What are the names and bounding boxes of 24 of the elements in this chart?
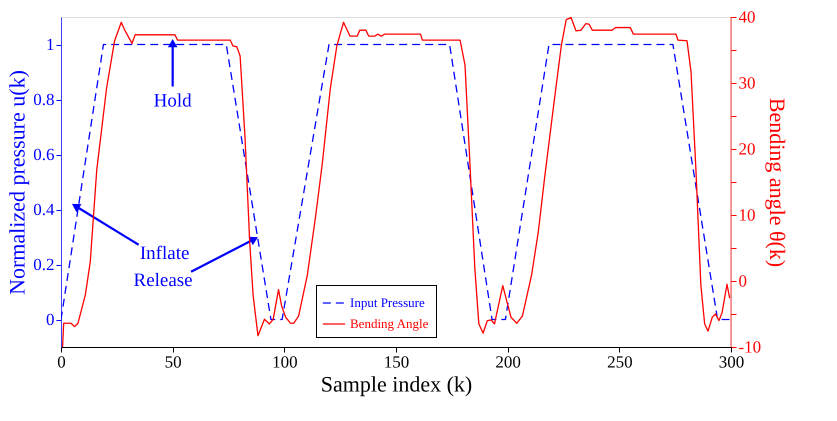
y2-tick-label: 20 [738,140,756,158]
y-tick-label: 0.6 [33,145,54,164]
y-tick-label: 0.2 [33,255,54,274]
y2-tick-label: 10 [738,206,756,224]
x-tick-label: 50 [164,352,182,372]
x-tick-label: 150 [384,352,410,372]
y-tick-label: 1 [46,35,54,54]
y2-tick-label: 0 [738,272,747,290]
y2-tick-label: 30 [738,74,756,92]
x-tick-label: 100 [272,352,298,372]
x-tick-label: 200 [495,352,521,372]
y-tick-label: 0.4 [33,200,55,219]
annotation: Inflate [140,242,190,264]
annotation: Hold [154,90,192,112]
legend-label: Bending Angle [350,316,429,331]
x-tick-label: 250 [607,352,633,372]
y-tick-label: 0.8 [33,90,54,109]
y2-tick-label: 40 [738,8,756,26]
y-tick-label: 0 [46,310,54,329]
annotation: Release [134,270,193,291]
y2-axis-title: Bending angle θ(k) [765,98,790,268]
x-axis-title: Sample index (k) [320,372,472,396]
y-axis-title: Normalized pressure u(k) [4,70,30,295]
legend-label: Input Pressure [350,295,425,310]
